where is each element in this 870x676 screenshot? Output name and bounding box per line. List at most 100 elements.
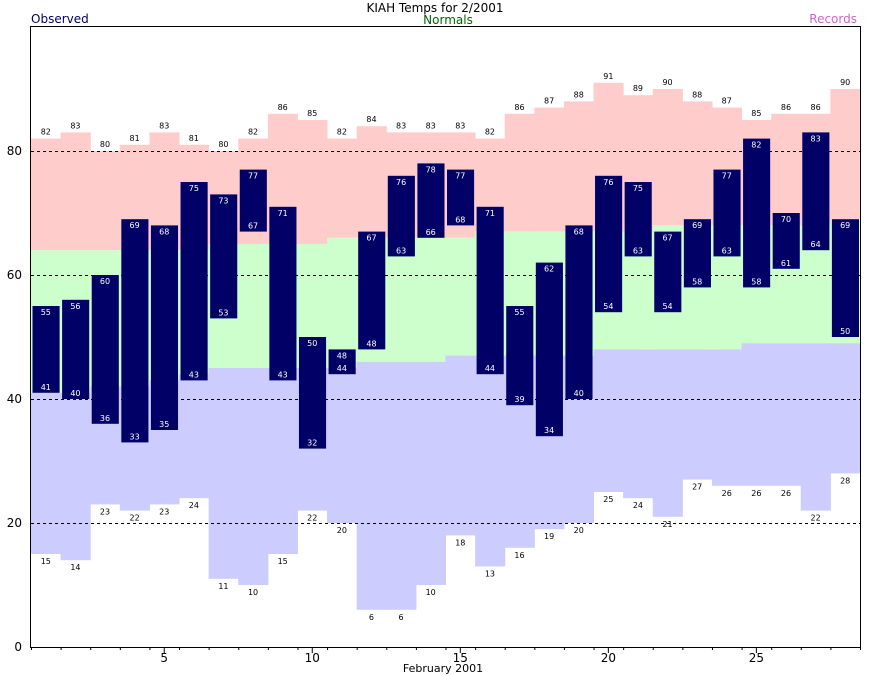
observed-bar-day-12 (358, 231, 386, 350)
normal-band-day-14 (415, 237, 446, 362)
record-band-day-17 (504, 113, 535, 232)
observed-low-label-day-1: 41 (41, 383, 51, 392)
record-low-label-day-8: 10 (248, 588, 258, 597)
record-high-label-day-18: 87 (544, 97, 554, 106)
observed-bar-day-27 (802, 132, 830, 251)
observed-low-label-day-27: 64 (810, 240, 820, 249)
observed-high-label-day-20: 76 (603, 178, 613, 187)
record-low-label-day-20: 25 (603, 495, 613, 504)
low-band-day-11 (327, 368, 358, 523)
normal-band-day-15 (445, 237, 476, 356)
record-low-label-day-11: 20 (337, 526, 347, 535)
record-low-label-day-2: 14 (70, 563, 80, 572)
record-low-label-day-10: 22 (307, 514, 317, 523)
record-low-label-day-7: 11 (218, 582, 228, 591)
record-high-label-day-26: 86 (781, 103, 791, 112)
record-high-label-day-16: 82 (485, 128, 495, 137)
record-high-label-day-3: 80 (100, 140, 110, 149)
record-band-day-1 (31, 138, 62, 251)
record-high-label-day-6: 81 (189, 134, 199, 143)
low-band-day-13 (386, 361, 417, 610)
x-tick-label-20: 20 (601, 651, 616, 665)
record-band-day-12 (356, 126, 387, 238)
observed-high-label-day-21: 75 (633, 184, 643, 193)
record-band-day-11 (327, 138, 358, 238)
observed-low-label-day-4: 33 (130, 432, 140, 441)
x-tick-label-5: 5 (160, 651, 168, 665)
record-high-label-day-4: 81 (130, 134, 140, 143)
observed-high-label-day-18: 62 (544, 265, 554, 274)
observed-bar-day-9 (269, 206, 297, 381)
observed-high-label-day-26: 70 (781, 215, 791, 224)
low-band-day-9 (267, 368, 298, 554)
record-high-label-day-1: 82 (41, 128, 51, 137)
record-band-day-3 (90, 151, 121, 251)
low-band-day-24 (711, 349, 743, 486)
observed-bar-day-26 (772, 213, 800, 269)
record-high-label-day-9: 86 (278, 103, 288, 112)
record-high-label-day-24: 87 (722, 97, 732, 106)
observed-low-label-day-24: 63 (722, 246, 732, 255)
observed-low-label-day-23: 58 (692, 277, 702, 286)
value-labels: 5541821556408314603680236933812268358323… (41, 72, 851, 622)
observed-bars (32, 132, 859, 449)
chart-title: KIAH Temps for 2/2001 (366, 1, 503, 15)
record-high-label-day-28: 90 (840, 78, 850, 87)
observed-bar-day-25 (743, 138, 771, 288)
observed-low-label-day-13: 63 (396, 246, 406, 255)
normal-band-day-13 (386, 237, 417, 362)
normal-band-day-11 (327, 237, 358, 368)
record-low-label-day-23: 27 (692, 483, 702, 492)
observed-high-label-day-27: 83 (810, 134, 820, 143)
y-tick-label-80: 80 (7, 144, 22, 158)
record-low-label-day-15: 18 (455, 538, 465, 547)
legend-observed: Observed (31, 12, 89, 26)
record-high-label-day-14: 83 (426, 121, 436, 130)
observed-high-label-day-10: 50 (307, 339, 317, 348)
observed-bar-day-14 (417, 163, 445, 238)
observed-high-label-day-9: 71 (278, 209, 288, 218)
observed-bar-day-4 (121, 219, 149, 443)
low-band-day-7 (208, 368, 239, 579)
record-low-label-day-19: 20 (574, 526, 584, 535)
low-band-day-14 (415, 361, 446, 585)
observed-bar-day-15 (447, 169, 475, 226)
record-high-label-day-15: 83 (455, 121, 465, 130)
record-high-label-day-27: 86 (810, 103, 820, 112)
record-low-label-day-5: 23 (159, 507, 169, 516)
observed-low-label-day-8: 67 (248, 222, 258, 231)
low-band-day-20 (593, 349, 624, 492)
record-high-label-day-7: 80 (218, 140, 228, 149)
record-low-label-day-22: 21 (662, 520, 672, 529)
record-high-label-day-25: 85 (751, 109, 761, 118)
observed-high-label-day-1: 55 (41, 308, 51, 317)
record-high-label-day-10: 85 (307, 109, 317, 118)
observed-bar-day-7 (210, 194, 238, 319)
record-low-label-day-21: 24 (633, 501, 643, 510)
observed-low-label-day-22: 54 (662, 302, 672, 311)
observed-bar-day-1 (32, 306, 60, 393)
observed-low-label-day-16: 44 (485, 364, 495, 373)
record-low-label-day-9: 15 (278, 557, 288, 566)
observed-high-label-day-19: 68 (574, 227, 584, 236)
observed-bar-day-20 (595, 175, 623, 313)
record-high-label-day-13: 83 (396, 121, 406, 130)
record-band-day-23 (682, 101, 713, 226)
observed-bar-day-13 (387, 175, 415, 257)
observed-high-label-day-23: 69 (692, 221, 702, 230)
record-band-day-26 (771, 113, 802, 226)
observed-low-label-day-14: 66 (426, 228, 436, 237)
low-band-day-27 (800, 343, 831, 511)
observed-high-label-day-14: 78 (426, 165, 436, 174)
observed-high-label-day-22: 67 (662, 234, 672, 243)
observed-low-label-day-25: 58 (751, 277, 761, 286)
low-band-day-15 (445, 355, 476, 536)
record-low-label-day-18: 19 (544, 532, 554, 541)
observed-bar-day-6 (180, 182, 208, 381)
observed-high-label-day-13: 76 (396, 178, 406, 187)
observed-high-label-day-6: 75 (189, 184, 199, 193)
observed-bar-day-16 (476, 206, 504, 375)
x-tick-label-15: 15 (453, 651, 468, 665)
observed-high-label-day-17: 55 (514, 308, 524, 317)
low-band-day-8 (238, 368, 269, 585)
